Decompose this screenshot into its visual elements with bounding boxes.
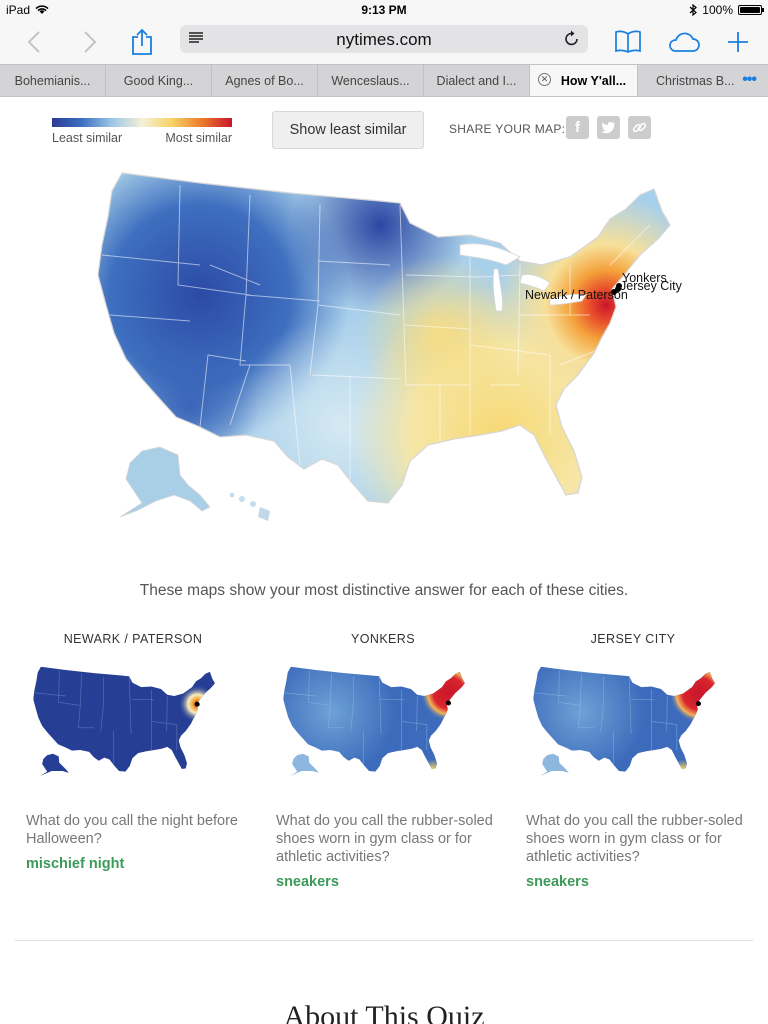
- more-tabs-icon[interactable]: •••: [742, 71, 757, 88]
- status-bar: iPad 9:13 PM 100%: [0, 0, 768, 20]
- tab-bohemianism[interactable]: Bohemianis...: [0, 65, 106, 96]
- alaska-shape: [119, 446, 211, 518]
- tab-label: Agnes of Bo...: [225, 73, 304, 88]
- icloud-tabs-button[interactable]: [666, 24, 702, 60]
- cloud-icon: [669, 32, 700, 52]
- tab-christmas[interactable]: Christmas B... •••: [638, 65, 762, 96]
- answer-text: sneakers: [276, 874, 339, 890]
- forward-button[interactable]: [72, 24, 108, 60]
- tab-label: Christmas B...: [656, 73, 735, 88]
- url-text: nytimes.com: [336, 30, 432, 49]
- legend-gradient: [52, 118, 232, 127]
- city-title: YONKERS: [351, 632, 415, 646]
- tab-label: How Y'all...: [560, 73, 627, 88]
- section-divider: [15, 940, 753, 941]
- chevron-right-icon: [84, 31, 97, 53]
- yonkers-label: Yonkers: [622, 271, 667, 285]
- plus-icon: [728, 32, 748, 52]
- tab-bar: Bohemianis... Good King... Agnes of Bo..…: [0, 64, 768, 97]
- us-map-svg: [97, 172, 671, 521]
- question-text: What do you call the rubber-soled shoes …: [276, 813, 493, 865]
- city-title: JERSEY CITY: [590, 632, 676, 646]
- mini-map: [268, 658, 484, 788]
- tab-wenceslaus[interactable]: Wenceslaus...: [318, 65, 424, 96]
- reader-icon[interactable]: [188, 31, 204, 45]
- city-map-jersey-city: JERSEY CITY: [518, 632, 748, 890]
- browser-toolbar: nytimes.com: [0, 20, 768, 64]
- tab-how-yall[interactable]: ✕ How Y'all...: [530, 65, 638, 96]
- share-page-button[interactable]: [124, 24, 160, 60]
- mini-map-svg: [33, 666, 215, 777]
- tab-dialect[interactable]: Dialect and I...: [424, 65, 530, 96]
- twitter-icon[interactable]: [597, 116, 620, 139]
- tab-agnes[interactable]: Agnes of Bo...: [212, 65, 318, 96]
- similarity-legend: Least similar Most similar: [52, 118, 232, 145]
- city-map-newark: NEWARK / PATERSON What do you call the n…: [18, 632, 248, 872]
- tab-label: Dialect and I...: [436, 73, 517, 88]
- mini-map-svg: [533, 666, 715, 777]
- battery-fill: [740, 7, 760, 13]
- facebook-icon[interactable]: f: [566, 116, 589, 139]
- legend-least-label: Least similar: [52, 131, 123, 145]
- city-maps-caption: These maps show your most distinctive an…: [139, 582, 629, 599]
- tab-good-king[interactable]: Good King...: [106, 65, 212, 96]
- book-icon: [615, 30, 641, 53]
- city-title: NEWARK / PATERSON: [63, 632, 203, 646]
- battery-percent: 100%: [702, 3, 733, 17]
- newark-marker[interactable]: [611, 289, 617, 295]
- close-tab-icon[interactable]: ✕: [538, 73, 551, 86]
- tab-label: Wenceslaus...: [331, 73, 410, 88]
- share-icons: f: [566, 116, 651, 139]
- jersey-city-label: Jersey City: [620, 279, 682, 293]
- bookmarks-button[interactable]: [610, 24, 646, 60]
- newark-paterson-label: Newark / Paterson: [525, 288, 628, 302]
- mini-map-svg: [283, 666, 465, 777]
- city-map-yonkers: YONKERS: [268, 632, 498, 890]
- legend-most-label: Most similar: [165, 131, 232, 145]
- tab-label: Good King...: [123, 73, 194, 88]
- new-tab-button[interactable]: [720, 24, 756, 60]
- wifi-icon: [35, 5, 49, 14]
- tab-label: Bohemianis...: [14, 73, 91, 88]
- device-name: iPad: [6, 3, 31, 17]
- answer-text: mischief night: [26, 856, 125, 872]
- chevron-left-icon: [27, 31, 40, 53]
- about-quiz-heading: About This Quiz: [283, 1000, 485, 1024]
- reload-icon[interactable]: [564, 30, 580, 48]
- great-lakes: [459, 243, 587, 312]
- link-icon[interactable]: [628, 116, 651, 139]
- question-text: What do you call the rubber-soled shoes …: [526, 813, 743, 865]
- share-icon: [132, 28, 152, 55]
- address-bar[interactable]: nytimes.com: [180, 25, 588, 53]
- show-least-similar-button[interactable]: Show least similar: [272, 111, 424, 149]
- clock: 9:13 PM: [361, 3, 407, 17]
- answer-text: sneakers: [526, 874, 589, 890]
- question-text: What do you call the night before Hallow…: [26, 813, 238, 847]
- share-label: SHARE YOUR MAP:: [449, 122, 566, 136]
- hawaii-shape: [229, 492, 270, 521]
- mini-map: [518, 658, 734, 788]
- back-button[interactable]: [16, 24, 52, 60]
- bluetooth-icon: [689, 4, 698, 16]
- battery-icon: [738, 5, 764, 15]
- mini-map: [18, 658, 234, 788]
- dialect-heat-map: Yonkers Jersey City Newark / Paterson: [50, 165, 730, 535]
